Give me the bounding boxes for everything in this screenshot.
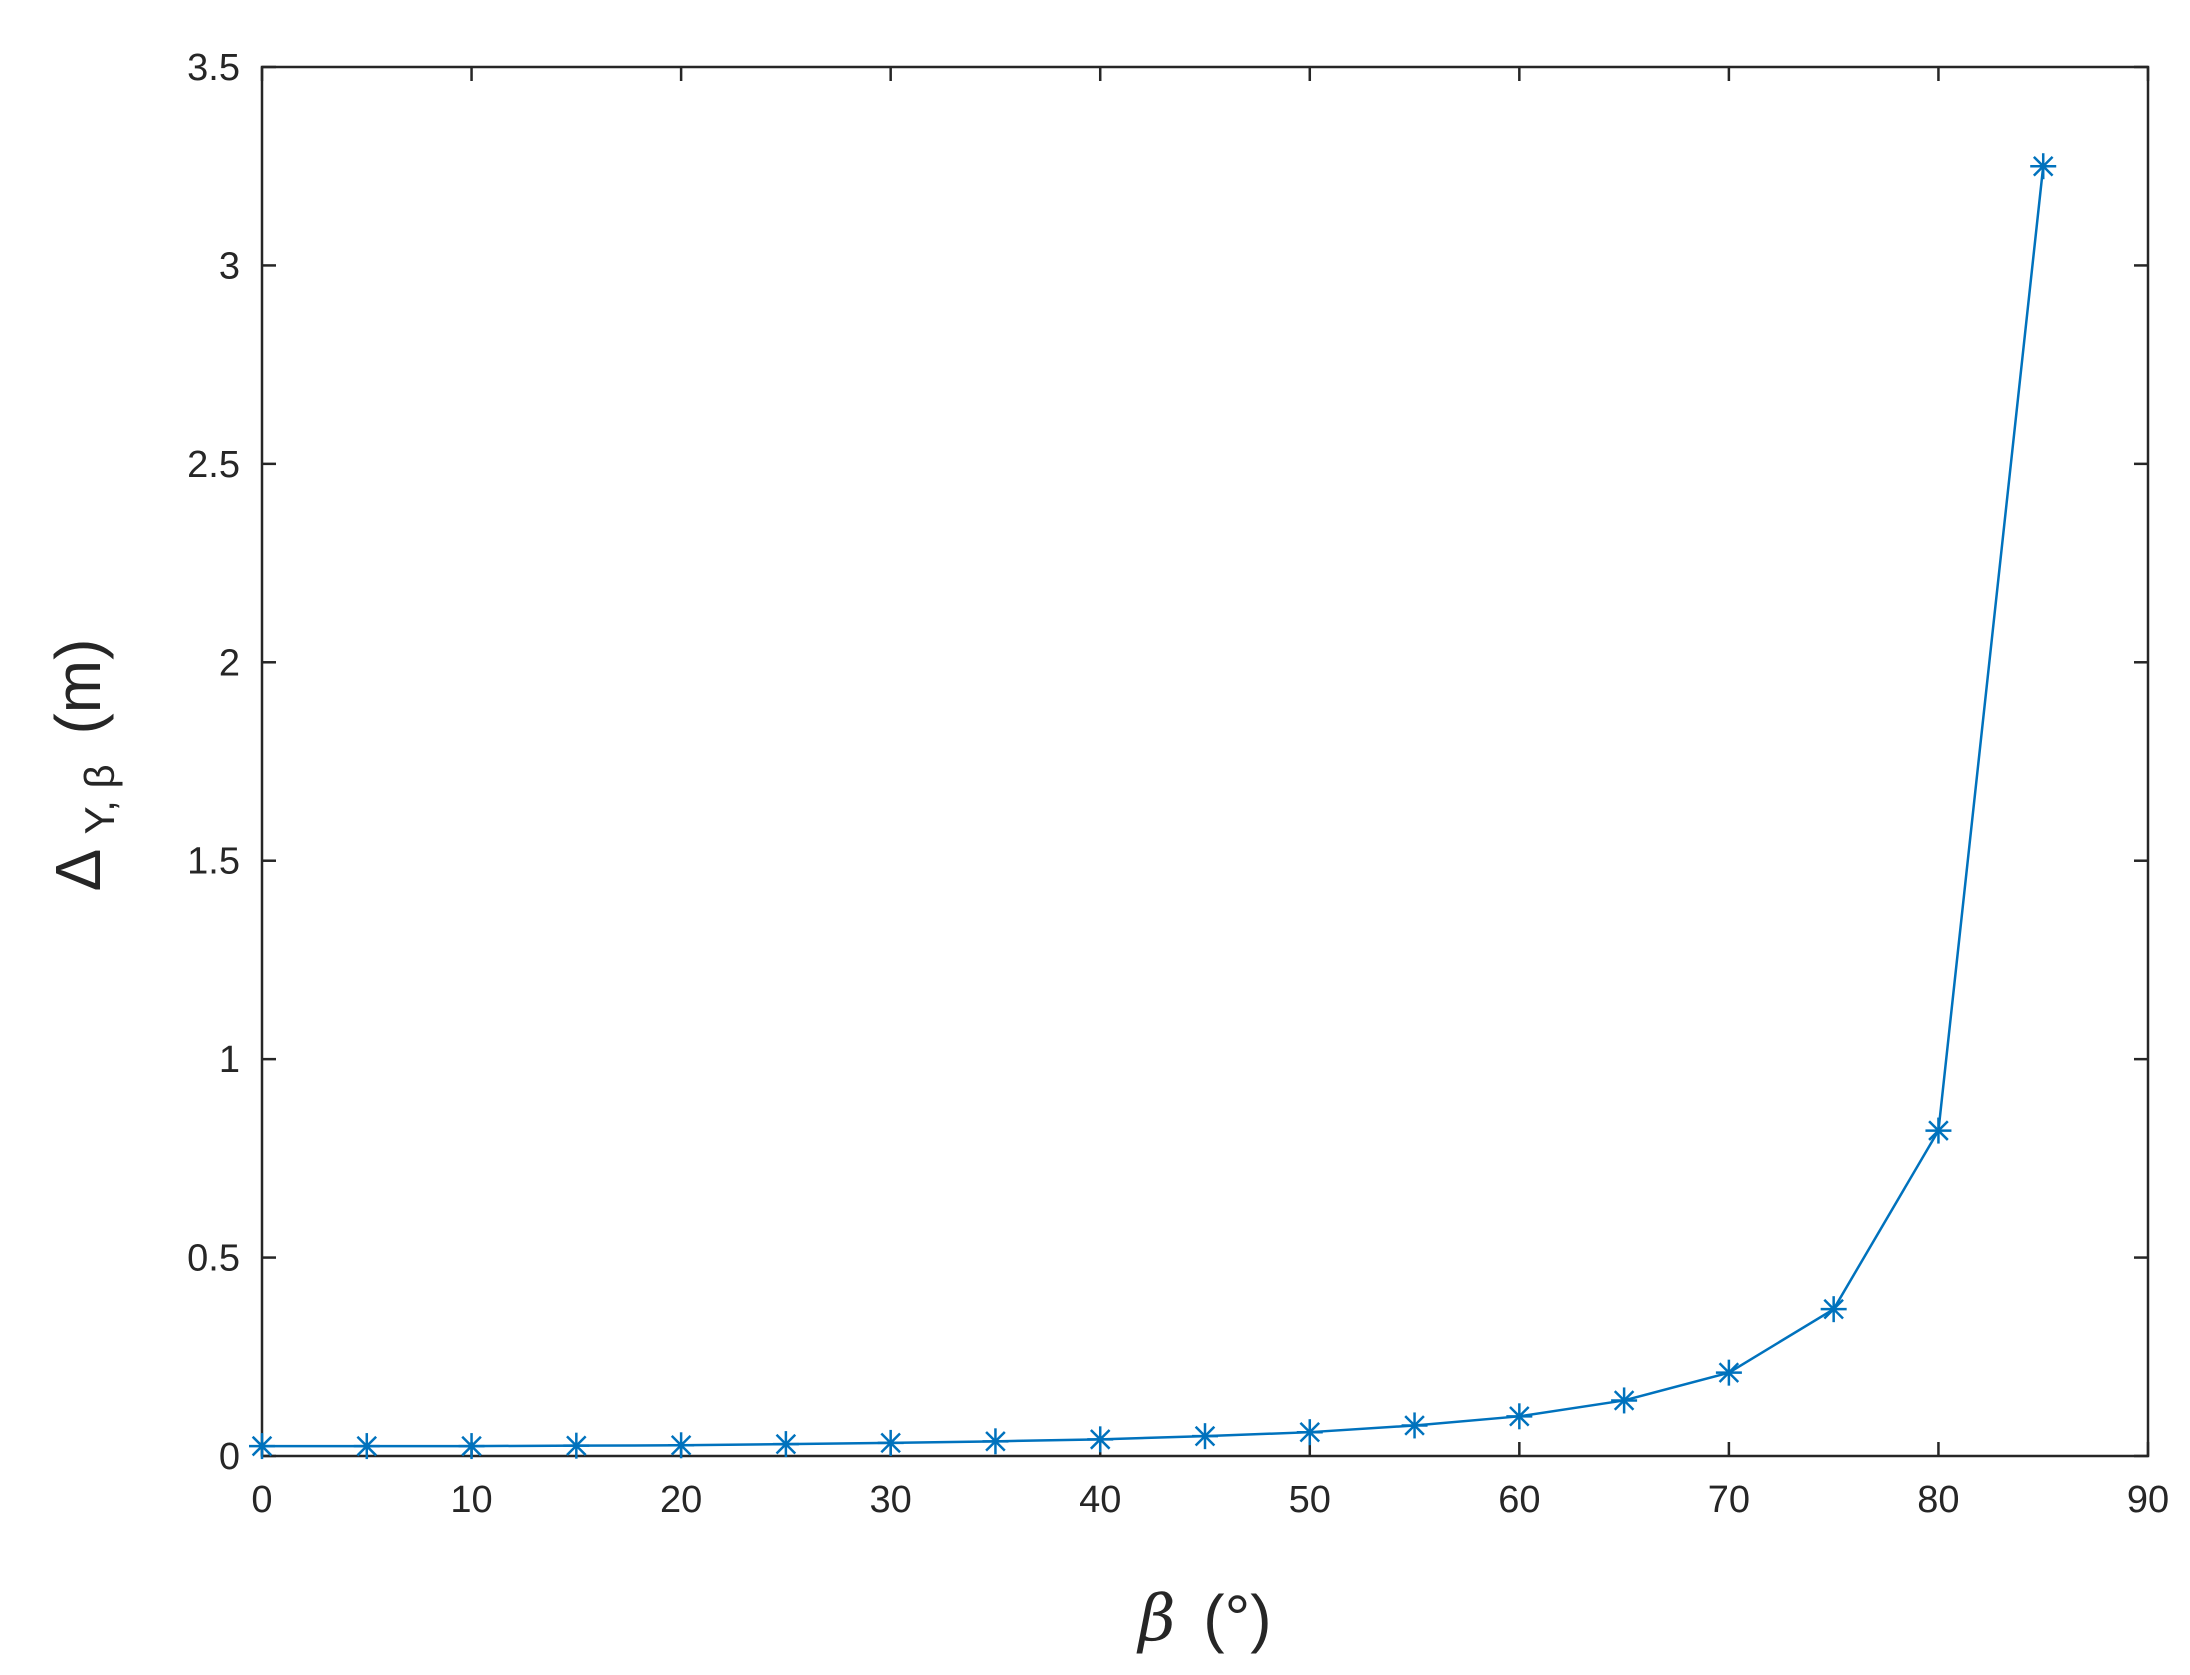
x-tick-label: 10: [450, 1479, 492, 1521]
data-point-marker: [1087, 1426, 1114, 1453]
data-point-marker: [1401, 1412, 1428, 1439]
data-point-marker: [563, 1432, 590, 1459]
series-line: [262, 166, 2045, 1448]
y-tick-label: 3.5: [187, 47, 240, 89]
data-point-marker: [1192, 1423, 1218, 1450]
data-point-marker: [1820, 1296, 1847, 1323]
x-axis-label: β (°): [1137, 1582, 1272, 1656]
y-tick-label: 1.5: [187, 841, 240, 883]
data-point-marker: [458, 1433, 485, 1460]
data-point-marker: [982, 1428, 1009, 1455]
y-tick-label: 0.5: [187, 1238, 240, 1280]
y-axis-label-symbol: Δ: [42, 850, 114, 891]
x-tick-label: 0: [251, 1479, 272, 1521]
data-point-marker: [668, 1432, 695, 1459]
x-axis-label-symbol: β: [1137, 1582, 1176, 1656]
data-point-marker: [1506, 1403, 1533, 1430]
data-point-marker: [1715, 1359, 1742, 1386]
y-axis-label-unit: (m): [42, 639, 114, 735]
data-point-marker: [249, 1433, 275, 1460]
x-tick-label: 40: [1079, 1479, 1121, 1521]
data-point-marker: [2030, 153, 2057, 180]
x-axis-ticks: 0 10 20 30 40 50 60 70 80 90: [251, 67, 2169, 1521]
y-axis-label-subscript: Y, β: [76, 764, 123, 834]
y-tick-label: 2.5: [187, 444, 240, 486]
data-point-marker: [877, 1429, 904, 1456]
data-point-marker: [1296, 1419, 1323, 1446]
plot-frame: [260, 65, 2150, 1458]
x-axis-label-unit: (°): [1203, 1582, 1271, 1654]
y-tick-label: 1: [219, 1039, 240, 1081]
x-tick-label: 30: [870, 1479, 912, 1521]
data-series: [249, 153, 2057, 1460]
x-tick-label: 80: [1917, 1479, 1959, 1521]
data-point-marker: [353, 1433, 380, 1460]
x-tick-label: 60: [1498, 1479, 1540, 1521]
x-tick-label: 70: [1708, 1479, 1750, 1521]
data-point-marker: [772, 1431, 799, 1458]
y-axis-ticks: 0 0.5 1 1.5 2 2.5 3 3.5: [187, 47, 2148, 1478]
y-tick-label: 0: [219, 1436, 240, 1478]
y-tick-label: 3: [219, 245, 240, 287]
x-tick-label: 50: [1289, 1479, 1331, 1521]
data-point-marker: [1611, 1387, 1638, 1414]
y-axis-label: Δ Y, β (m): [42, 639, 128, 892]
x-tick-label: 90: [2127, 1479, 2169, 1521]
data-point-marker: [1925, 1117, 1952, 1144]
y-tick-label: 2: [219, 642, 240, 684]
plot-area-border: [260, 65, 2150, 1458]
x-tick-label: 20: [660, 1479, 702, 1521]
